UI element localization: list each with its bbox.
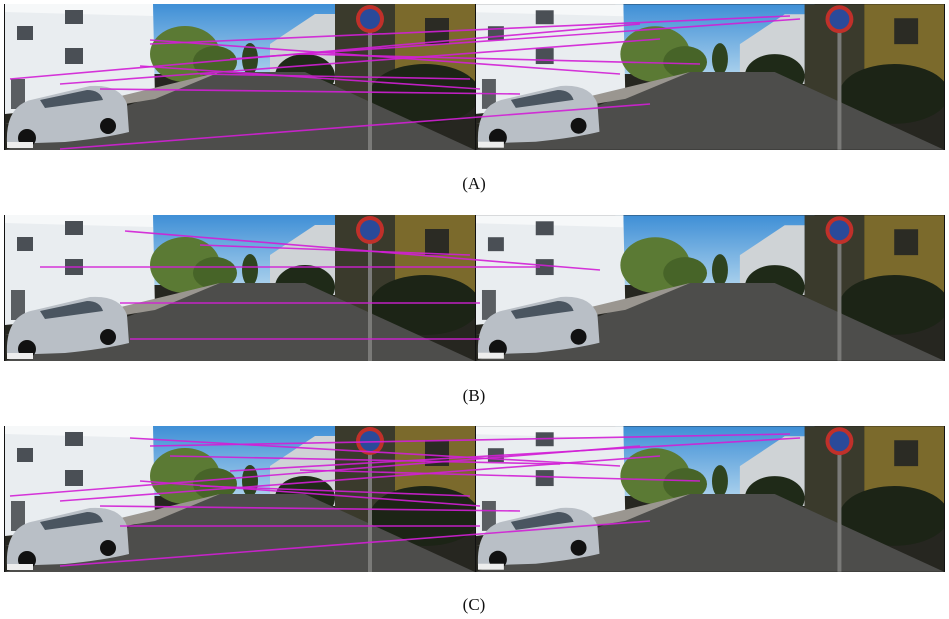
panel [4,4,949,150]
right-image [476,215,949,360]
panel [4,426,949,572]
panel-caption: (B) [463,386,486,405]
figure: (A) (B) (C) [0,0,949,619]
left-image [5,4,480,150]
panel [4,215,949,361]
right-image [476,426,949,571]
panel-caption: (C) [463,595,486,614]
panel-caption: (A) [462,174,486,193]
